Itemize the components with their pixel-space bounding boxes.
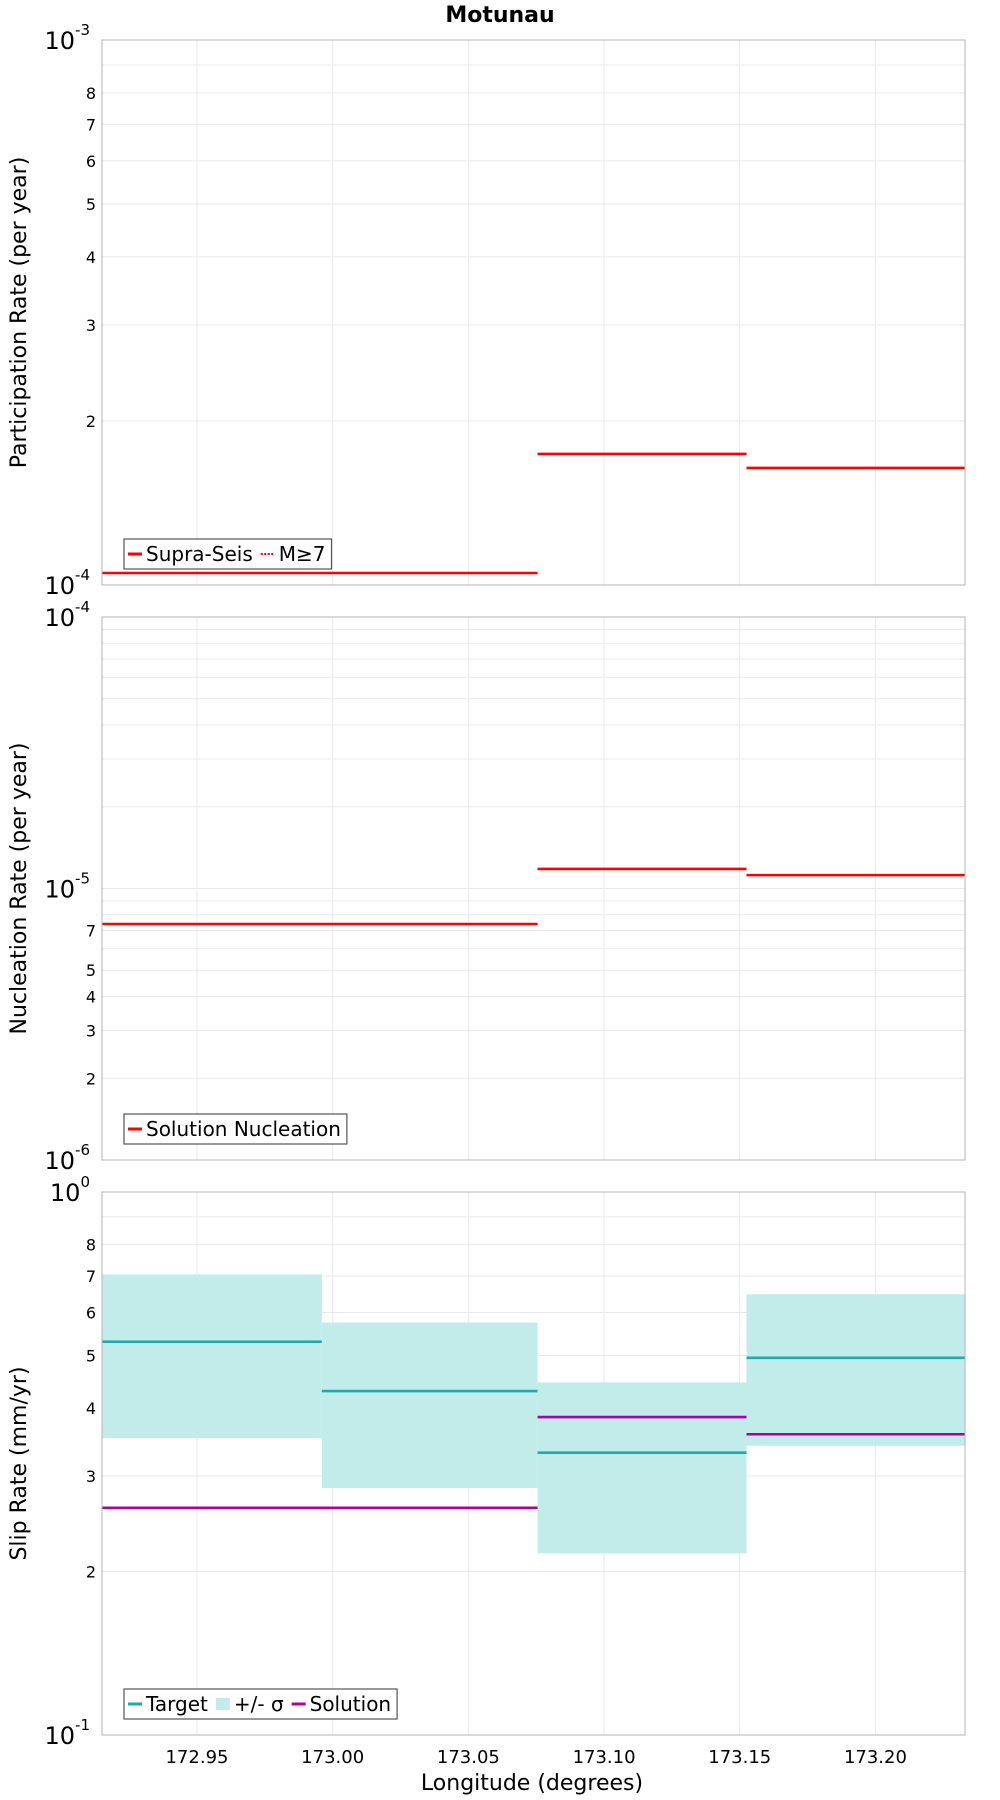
gridlines	[102, 617, 965, 1160]
y-tick-label: 10-1	[44, 1716, 90, 1750]
x-axis-label: Longitude (degrees)	[421, 1771, 643, 1796]
y-tick-base: 10	[44, 1147, 75, 1175]
legend: Target +/- σ Solution	[123, 1688, 398, 1720]
x-tick-label: 173.15	[708, 1747, 771, 1768]
y-tick-label: 10-4	[44, 598, 90, 632]
legend-box	[123, 1688, 398, 1720]
y-tick-label: 10-3	[44, 21, 90, 55]
y-tick-label: 3	[86, 1021, 96, 1040]
y-tick-label: 4	[86, 1399, 96, 1418]
plot-frame	[101, 1191, 966, 1736]
y-tick-label: 7	[86, 922, 96, 941]
y-tick-label: 5	[86, 1346, 96, 1365]
y-tick-exponent: -1	[75, 1716, 90, 1734]
legend-label: Supra-Seis	[146, 542, 253, 566]
y-tick-label: 10-5	[44, 870, 90, 904]
sigma-band	[321, 1322, 538, 1489]
x-tick-label: 173.00	[301, 1747, 364, 1768]
y-axis-label: Slip Rate (mm/yr)	[7, 1366, 32, 1560]
sigma-band	[537, 1382, 747, 1554]
legend-box	[123, 538, 333, 570]
x-tick-label: 173.05	[437, 1747, 500, 1768]
series-solution	[102, 1415, 965, 1510]
y-tick-label: 2	[86, 1069, 96, 1088]
chart-title: Motunau	[445, 3, 554, 28]
y-tick-base: 10	[44, 27, 75, 55]
y-tick-label: 2	[86, 1563, 96, 1582]
legend: Supra-Seis M≥7	[123, 538, 333, 570]
y-tick-exponent: -3	[75, 21, 90, 39]
sigma-bands	[102, 1274, 965, 1554]
y-tick-label: 3	[86, 1467, 96, 1486]
y-tick-exponent: -5	[75, 870, 90, 888]
x-tick-label: 172.95	[165, 1747, 228, 1768]
y-tick-label: 4	[86, 988, 96, 1007]
x-tick-label: 173.20	[844, 1747, 907, 1768]
y-tick-label: 4	[86, 248, 96, 267]
legend-label: M≥7	[279, 542, 326, 566]
y-tick-base: 10	[44, 572, 75, 600]
sigma-band	[102, 1274, 322, 1439]
y-tick-label: 6	[86, 152, 96, 171]
y-tick-label: 10-4	[44, 566, 90, 600]
legend-label: Solution Nucleation	[146, 1117, 341, 1141]
legend-marker	[215, 1698, 230, 1710]
y-axis-label: Participation Rate (per year)	[7, 157, 32, 469]
y-tick-label: 5	[86, 195, 96, 214]
y-tick-label: 7	[86, 115, 96, 134]
y-tick-label: 3	[86, 316, 96, 335]
y-tick-base: 10	[44, 604, 75, 632]
y-tick-label: 10-6	[44, 1141, 90, 1175]
legend-box	[123, 1113, 348, 1145]
legend-label: Solution	[310, 1692, 391, 1716]
y-tick-exponent: 0	[80, 1173, 90, 1191]
plot-frame	[101, 39, 966, 586]
y-tick-exponent: -4	[75, 598, 90, 616]
y-tick-exponent: -4	[75, 566, 90, 584]
y-tick-label: 6	[86, 1303, 96, 1322]
series-m-7	[102, 453, 965, 574]
y-axis-label: Nucleation Rate (per year)	[7, 743, 32, 1035]
x-tick-label: 173.10	[573, 1747, 636, 1768]
series-solution-nucleation	[102, 867, 965, 926]
gridlines	[102, 40, 965, 585]
y-tick-base: 10	[44, 1722, 75, 1750]
y-tick-base: 10	[50, 1179, 81, 1207]
panel-participation: Participation Rate (per year)10-410-3234…	[7, 21, 966, 600]
y-tick-label: 7	[86, 1267, 96, 1286]
legend: Solution Nucleation	[123, 1113, 348, 1145]
y-tick-label: 8	[86, 84, 96, 103]
legend-label: Target	[145, 1692, 208, 1716]
chart-panels: Participation Rate (per year)10-410-3234…	[7, 21, 966, 1768]
panel-nucleation: Nucleation Rate (per year)10-610-510-423…	[7, 598, 966, 1175]
y-tick-label: 5	[86, 961, 96, 980]
legend-label: +/- σ	[234, 1692, 284, 1716]
y-tick-label: 8	[86, 1236, 96, 1255]
plot-frame	[101, 616, 966, 1161]
y-tick-base: 10	[44, 876, 75, 904]
y-tick-label: 2	[86, 412, 96, 431]
y-tick-exponent: -6	[75, 1141, 90, 1159]
y-tick-label: 100	[50, 1173, 90, 1207]
series-target	[102, 1340, 965, 1455]
sigma-band	[746, 1294, 965, 1446]
